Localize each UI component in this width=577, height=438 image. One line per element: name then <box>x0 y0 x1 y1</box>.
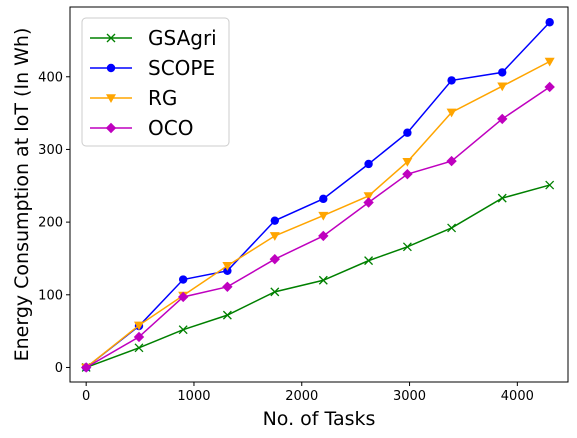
data-point-rg <box>133 321 144 331</box>
y-tick-label: 400 <box>38 70 63 85</box>
data-point-rg <box>402 158 413 167</box>
legend-label-rg: RG <box>148 86 177 110</box>
data-point-scope <box>498 68 507 77</box>
axis-ticks: 0 1000 2000 3000 4000 0 100 200 300 400 <box>38 70 534 404</box>
data-point-oco <box>446 155 457 167</box>
data-point-gsagri <box>447 223 457 233</box>
series-line-gsagri <box>85 184 550 369</box>
data-point-oco <box>318 230 329 242</box>
data-point-rg <box>222 261 233 271</box>
legend-item-scope: SCOPE <box>90 56 215 80</box>
data-point-gsagri <box>402 242 412 252</box>
data-point-rg <box>269 232 280 241</box>
legend-marker-gsagri <box>106 33 116 43</box>
legend-marker-scope <box>106 63 116 73</box>
data-point-scope <box>364 159 373 169</box>
y-tick-label: 0 <box>55 361 63 376</box>
data-point-oco <box>222 281 233 292</box>
plot-frame <box>69 6 569 383</box>
y-tick-label: 100 <box>38 288 63 303</box>
data-point-rg <box>497 82 508 92</box>
y-tick-label: 300 <box>38 143 63 158</box>
x-tick-label: 1000 <box>177 389 210 404</box>
data-point-scope <box>223 266 232 276</box>
legend-item-gsagri: GSAgri <box>90 26 217 50</box>
data-point-gsagri <box>545 180 555 190</box>
data-point-gsagri <box>318 275 328 285</box>
legend-label-oco: OCO <box>148 116 193 140</box>
data-point-gsagri <box>222 310 232 320</box>
data-point-oco <box>402 168 413 180</box>
data-point-rg <box>363 192 374 201</box>
x-tick-label: 2000 <box>285 389 318 404</box>
legend-item-oco: OCO <box>90 116 193 140</box>
legend-label-scope: SCOPE <box>148 56 215 80</box>
legend-item-rg: RG <box>90 86 177 110</box>
series-oco <box>80 81 555 373</box>
legend-label-gsagri: GSAgri <box>148 26 217 50</box>
data-point-gsagri <box>270 287 280 297</box>
data-point-scope <box>270 216 280 225</box>
data-point-oco <box>80 362 92 373</box>
data-point-scope <box>178 275 188 284</box>
legend-marker-oco <box>105 122 117 134</box>
x-tick-label: 3000 <box>393 389 426 404</box>
data-point-rg <box>446 108 457 118</box>
y-tick-label: 200 <box>38 216 63 231</box>
data-point-oco <box>269 253 281 265</box>
data-point-scope <box>447 76 456 85</box>
legend: GSAgri SCOPE RG OCO <box>81 17 230 147</box>
data-point-rg <box>318 211 329 221</box>
data-point-rg <box>544 57 555 67</box>
series-rg <box>81 57 555 373</box>
data-point-oco <box>177 291 189 303</box>
data-point-gsagri <box>178 325 188 335</box>
data-point-gsagri <box>134 343 144 353</box>
data-point-oco <box>497 113 508 125</box>
series-gsagri <box>81 180 555 372</box>
x-tick-label: 4000 <box>501 389 534 404</box>
data-point-gsagri <box>497 193 507 203</box>
data-point-oco <box>133 331 145 343</box>
x-axis-title: No. of Tasks <box>263 408 376 430</box>
x-tick-label: 0 <box>82 389 90 404</box>
data-point-oco <box>363 197 374 208</box>
data-point-oco <box>544 81 555 93</box>
y-axis-title: Energy Consumption at IoT (In Wh) <box>11 28 33 362</box>
data-point-scope <box>319 194 328 204</box>
data-point-scope <box>403 128 412 137</box>
plot-marks <box>80 18 555 373</box>
data-point-gsagri <box>364 256 374 266</box>
legend-marker-rg <box>106 94 116 103</box>
legend-box <box>81 17 230 147</box>
data-point-scope <box>545 18 554 27</box>
